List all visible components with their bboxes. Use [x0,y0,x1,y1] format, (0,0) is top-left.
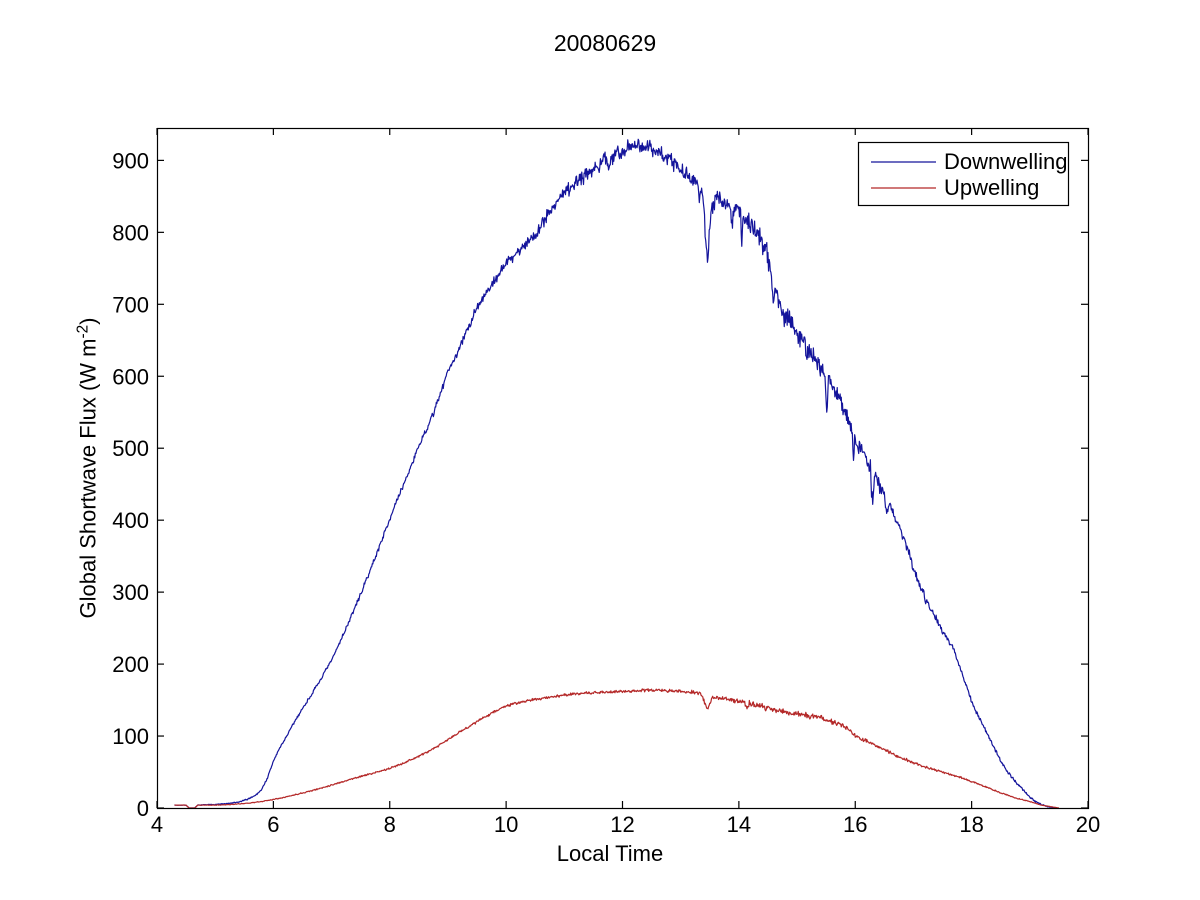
axis-box [156,127,1090,810]
y-axis-label-text: Global Shortwave Flux (W m [75,338,101,619]
y-tick-label: 100 [112,724,149,749]
y-tick-label: 800 [112,220,149,245]
x-tick-label: 20 [1076,812,1100,837]
legend-label-upwelling: Upwelling [944,175,1040,200]
chart-title: 20080629 [553,30,657,56]
x-axis-label: Local Time [556,841,664,866]
y-axis-label-exponent: -2 [74,324,92,339]
legend-box [857,141,1070,207]
y-tick-label: 600 [112,364,149,389]
x-tick-label: 18 [959,812,983,837]
y-tick-label: 200 [112,652,149,677]
y-tick-label: 300 [112,580,149,605]
legend-label-downwelling: Downwelling [944,149,1068,174]
y-tick-label: 400 [112,508,149,533]
upwelling-line [174,688,1060,809]
x-tick-label: 4 [151,812,163,837]
x-tick-label: 10 [494,812,518,837]
y-tick-label: 500 [112,436,149,461]
y-axis-label-close: ) [75,317,101,325]
y-tick-label: 0 [137,796,149,821]
x-tick-label: 6 [267,812,279,837]
x-tick-label: 16 [843,812,867,837]
x-tick-label: 12 [610,812,634,837]
y-tick-label: 700 [112,292,149,317]
y-tick-label: 900 [112,148,149,173]
x-tick-label: 14 [727,812,751,837]
x-tick-label: 8 [384,812,396,837]
downwelling-line [174,138,1057,809]
y-axis-label: Global Shortwave Flux (W m-2) [74,318,101,619]
